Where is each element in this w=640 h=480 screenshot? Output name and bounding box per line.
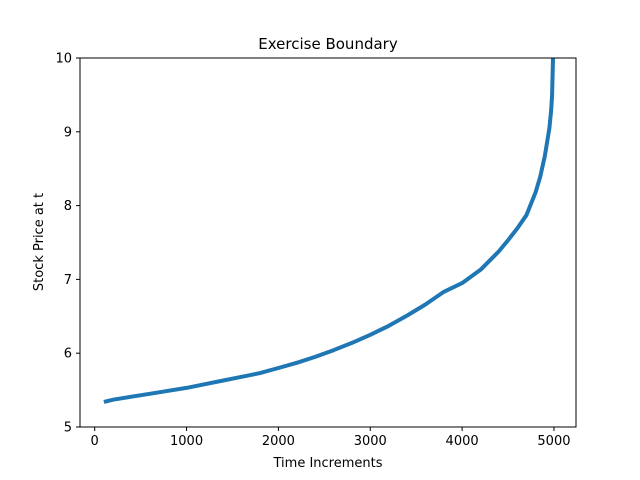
y-axis-label: Stock Price at t [32, 193, 47, 291]
plot-frame [79, 57, 577, 428]
y-tick-label: 7 [64, 273, 72, 288]
y-tick-label: 5 [64, 421, 72, 436]
y-tick-label: 8 [64, 199, 72, 214]
series-line [103, 58, 555, 404]
x-tick-label: 5000 [537, 434, 570, 449]
x-tick-label: 3000 [354, 434, 387, 449]
y-tick-label: 6 [64, 347, 72, 362]
chart-title: Exercise Boundary [258, 35, 398, 53]
y-tick-label: 10 [55, 52, 72, 67]
y-tick-label: 9 [64, 125, 72, 140]
x-tick-label: 2000 [262, 434, 295, 449]
series-line-core [103, 58, 554, 403]
x-axis-label: Time Increments [273, 456, 383, 471]
x-tick-label: 4000 [446, 434, 479, 449]
x-tick-label: 1000 [170, 434, 203, 449]
plot-area: 0 1000 2000 3000 4000 5000 5 6 7 8 9 10 [55, 52, 577, 449]
x-tick-label: 0 [91, 434, 99, 449]
